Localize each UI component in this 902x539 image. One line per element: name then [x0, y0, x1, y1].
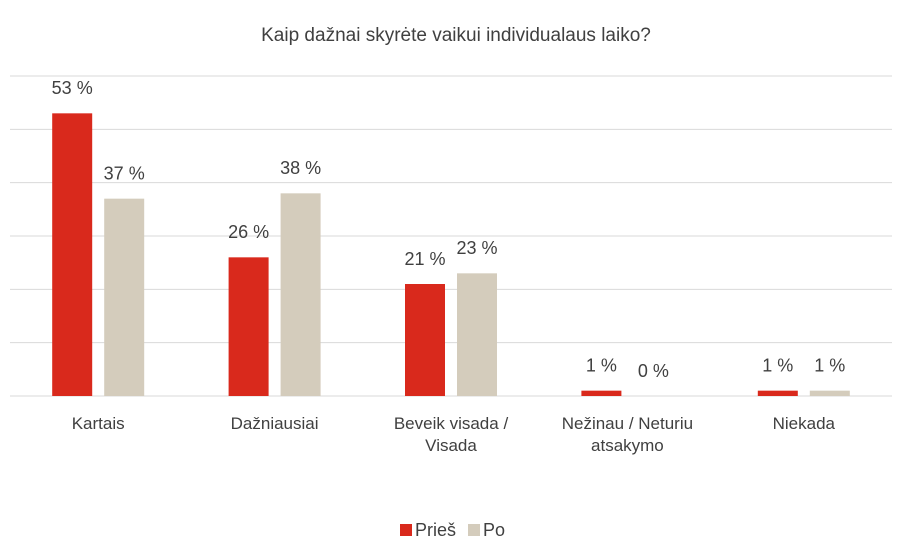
x-tick-label: Nežinau / Neturiu atsakymo [561, 414, 694, 455]
x-tick-label: Dažniausiai [230, 414, 319, 433]
bar [581, 390, 622, 396]
bar [809, 390, 850, 396]
legend-label: Po [483, 520, 505, 539]
value-label: 1 % [586, 355, 617, 375]
legend-swatch [468, 524, 481, 536]
chart-title: Kaip dažnai skyrėte vaikui individualaus… [261, 25, 651, 46]
bar [228, 257, 269, 396]
value-label: 26 % [228, 222, 269, 242]
bar [280, 193, 321, 396]
bar [457, 273, 497, 396]
x-tick-label: Beveik visada / Visada [393, 414, 509, 455]
x-tick-label: Kartais [71, 414, 125, 433]
x-tick-label: Niekada [772, 414, 835, 433]
value-label: 23 % [456, 238, 497, 258]
value-label: 38 % [280, 158, 321, 178]
bar [104, 198, 145, 396]
legend-swatch [400, 524, 412, 536]
bar [52, 113, 93, 396]
bar [405, 284, 445, 396]
legend-label: Prieš [415, 520, 456, 539]
value-label: 0 % [638, 361, 669, 381]
value-label: 1 % [814, 355, 845, 375]
value-label: 1 % [762, 355, 793, 375]
value-label: 37 % [104, 163, 145, 183]
bar [757, 390, 798, 396]
value-label: 53 % [52, 78, 93, 98]
value-label: 21 % [404, 249, 445, 269]
